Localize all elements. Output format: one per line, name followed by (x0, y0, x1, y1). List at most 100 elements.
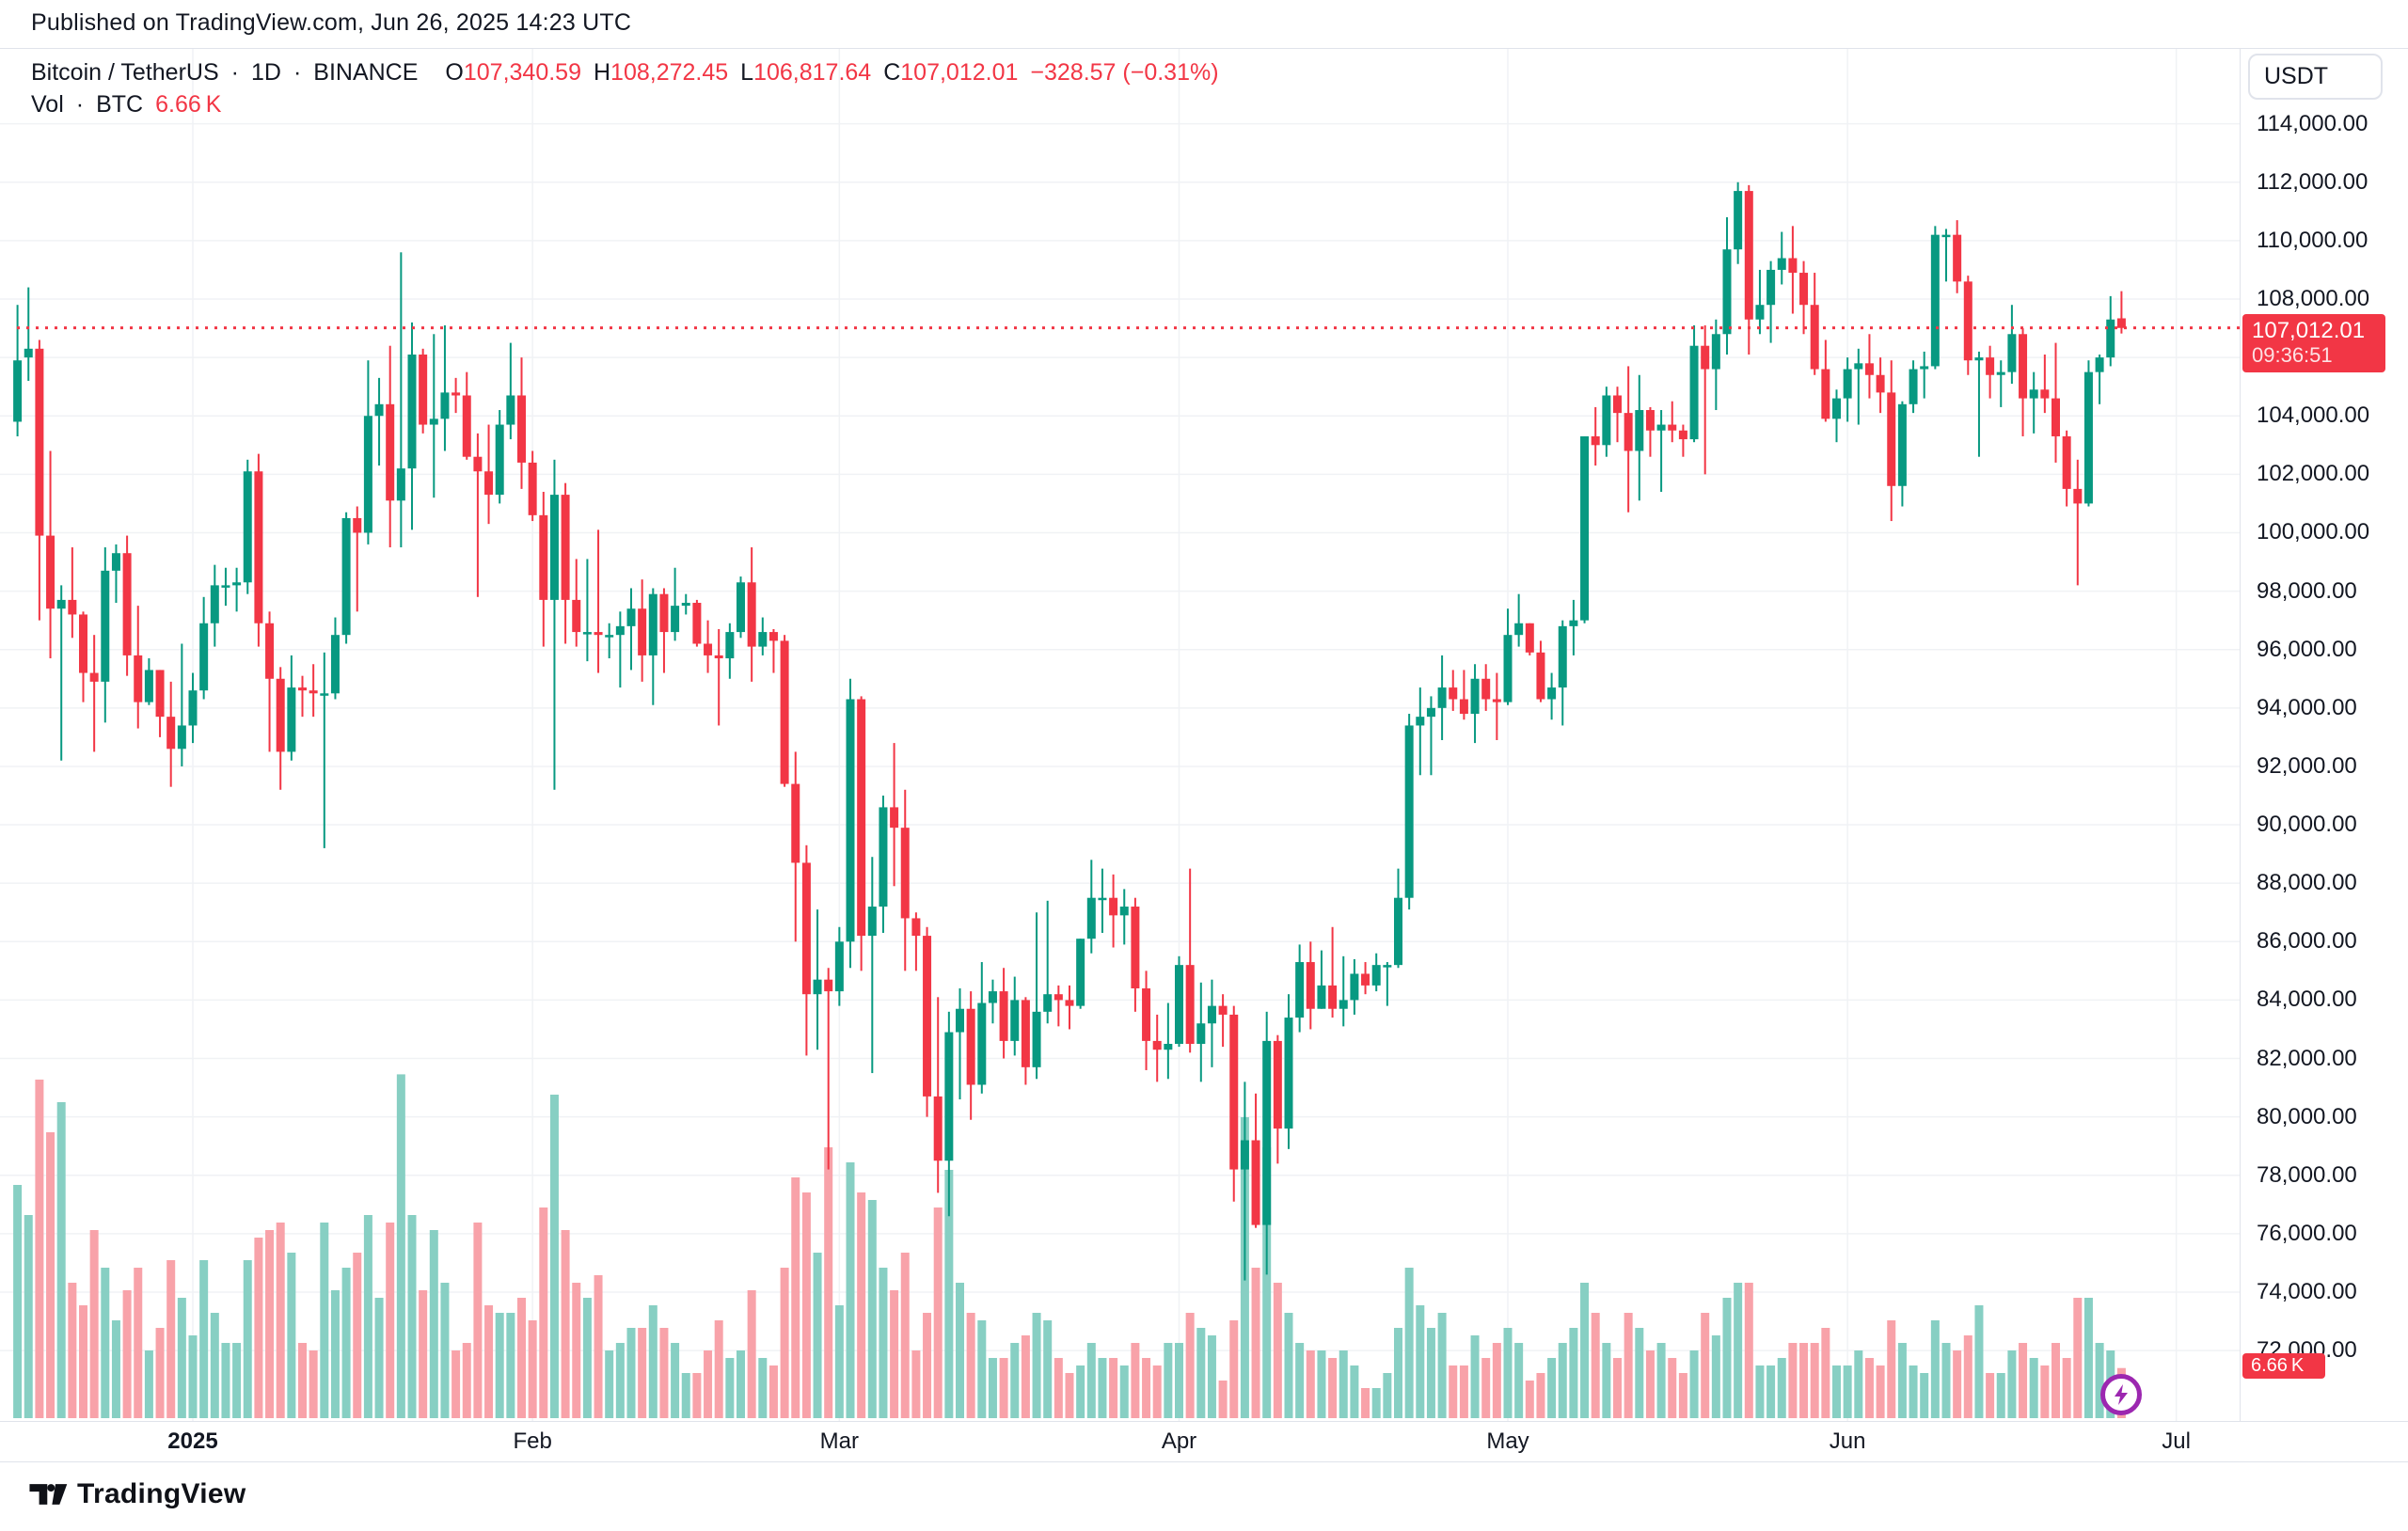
candle-body (933, 1096, 943, 1161)
volume-bar (659, 1328, 669, 1418)
candle-body (791, 783, 800, 863)
volume-bar (780, 1268, 789, 1418)
interval-label: 1D (250, 59, 281, 86)
candle-body (1986, 357, 1995, 375)
volume-bar (1295, 1343, 1305, 1418)
candle-body (1810, 305, 1819, 370)
volume-bar (452, 1350, 461, 1418)
candle-body (1843, 369, 1852, 399)
volume-bar (1525, 1381, 1534, 1418)
time-axis-label: Feb (513, 1428, 552, 1454)
volume-bar (1021, 1335, 1030, 1418)
ohlc-high: H108,272.45 (593, 59, 729, 86)
candle-wick (1069, 985, 1070, 1030)
candle-body (2062, 435, 2071, 489)
candle-wick (1758, 269, 1761, 335)
time-axis-label: Jun (1829, 1428, 1866, 1454)
candle-body (1974, 357, 1984, 361)
volume-bar (1152, 1365, 1162, 1418)
candle-wick (2000, 360, 2003, 407)
volume-bar (177, 1298, 186, 1418)
brand-text: TradingView (77, 1478, 246, 1509)
candle-body (780, 640, 789, 784)
candle-body (1613, 395, 1622, 414)
candle-wick (268, 611, 271, 752)
volume-bar (1383, 1373, 1392, 1418)
lightning-button[interactable] (2100, 1374, 2142, 1415)
volume-bar (1996, 1373, 2005, 1418)
price-axis[interactable]: 107,012.01 09:36:51 6.66 K 114,000.00 112… (2240, 49, 2408, 1421)
volume-bar (495, 1313, 504, 1418)
candle-body (977, 1002, 987, 1085)
candle-body (462, 395, 471, 457)
volume-bar (1591, 1313, 1600, 1418)
candle-body (528, 462, 537, 515)
candle-body (2052, 398, 2060, 436)
price-tick-label: 86,000.00 (2257, 928, 2357, 955)
candle-wick (673, 567, 676, 641)
candle-body (638, 608, 647, 655)
candle-wick (1189, 868, 1192, 1053)
candle-body (1218, 1005, 1228, 1015)
volume-bar (615, 1343, 625, 1418)
candle-body (1909, 369, 1918, 404)
price-tick-label: 92,000.00 (2257, 752, 2357, 779)
candle-body (386, 403, 395, 501)
candle-body (801, 862, 811, 995)
volume-bar (1404, 1268, 1414, 1418)
candle-body (1185, 965, 1195, 1045)
candle-body (254, 471, 263, 623)
volume-bar (1131, 1343, 1140, 1418)
candle-body (1602, 395, 1611, 446)
volume-bar (35, 1080, 44, 1418)
current-price-badge: 107,012.01 09:36:51 (2242, 313, 2385, 372)
candle-wick (1430, 696, 1433, 776)
footer: TradingView (0, 1462, 2408, 1531)
time-axis[interactable]: 2025 Feb Mar Apr May Jun Jul (0, 1421, 2408, 1462)
candle-body (1449, 687, 1458, 700)
candle-body (966, 1008, 975, 1085)
volume-bar (2083, 1298, 2093, 1418)
candle-body (1416, 717, 1425, 726)
volume-bar (2095, 1343, 2104, 1418)
volume-bar (1273, 1283, 1282, 1418)
volume-bar (1503, 1328, 1513, 1418)
volume-bar (1788, 1343, 1798, 1418)
volume-bar (1416, 1305, 1425, 1418)
candle-wick (1166, 1002, 1169, 1080)
candle-body (506, 395, 515, 425)
volume-bar (801, 1192, 811, 1418)
volume-bar (1689, 1350, 1699, 1418)
volume-bar (484, 1305, 494, 1418)
volume-bar (473, 1223, 483, 1418)
volume-bar (374, 1298, 384, 1418)
candle-body (68, 599, 77, 615)
currency-button-label: USDT (2264, 63, 2329, 89)
candle-body (276, 678, 285, 752)
candle-body (341, 517, 351, 636)
volume-bar (725, 1358, 735, 1418)
price-tick-label: 80,000.00 (2257, 1103, 2357, 1129)
volume-bar (1701, 1313, 1710, 1418)
candle-body (572, 599, 581, 633)
candle-body (1569, 620, 1578, 626)
separator-dot: · (75, 91, 85, 118)
volume-bar (999, 1358, 1008, 1418)
candle-wick (619, 611, 622, 688)
tradingview-logo[interactable]: TradingView (28, 1478, 246, 1510)
volume-bar (363, 1215, 372, 1418)
candle-body (659, 593, 669, 633)
volume-bar (768, 1365, 778, 1418)
volume-bar (1306, 1350, 1315, 1418)
candle-body (1098, 897, 1107, 901)
candle-body (232, 582, 242, 586)
currency-button[interactable]: USDT (2248, 54, 2383, 100)
candle-wick (115, 544, 118, 604)
candle-wick (1386, 962, 1388, 1006)
volume-bar (714, 1320, 723, 1418)
candle-body (1284, 1018, 1293, 1129)
candle-wick (827, 968, 830, 1170)
candle-body (363, 416, 372, 533)
